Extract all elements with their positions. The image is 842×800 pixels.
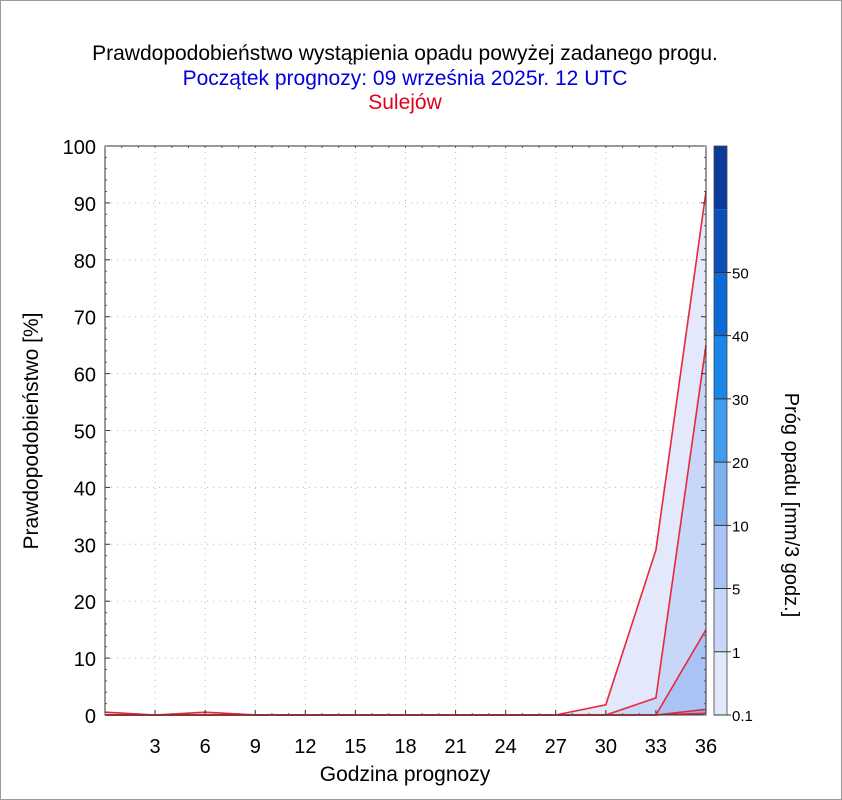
colorbar-tick-label: 10	[732, 518, 749, 535]
colorbar-tick-label: 30	[732, 392, 749, 409]
x-tick-label: 27	[545, 736, 567, 758]
x-tick-label: 30	[595, 736, 617, 758]
x-tick-label: 33	[645, 736, 667, 758]
colorbar-tick-label: 20	[732, 455, 749, 472]
colorbar-segment-0.1	[714, 651, 727, 715]
y-tick-label: 70	[74, 308, 96, 330]
colorbar-label: Próg opadu [mm/3 godz.]	[780, 393, 802, 618]
x-tick-label: 3	[150, 736, 161, 758]
colorbar-segment-20	[714, 398, 727, 463]
y-tick-label: 50	[74, 422, 96, 444]
x-tick-label: 6	[200, 736, 211, 758]
x-tick-label: 24	[495, 736, 517, 758]
y-tick-label: 30	[74, 535, 96, 557]
colorbar-tick-label: 0.1	[732, 708, 753, 725]
colorbar-segment-50	[714, 209, 727, 273]
colorbar-tick-label: 50	[732, 265, 749, 282]
x-tick-label: 18	[394, 736, 416, 758]
y-tick-label: 10	[74, 649, 96, 671]
colorbar-segment-1	[714, 588, 727, 652]
colorbar-segment-60	[714, 146, 727, 210]
colorbar-segment-5	[714, 525, 727, 589]
grid-lines	[105, 146, 706, 715]
colorbar-tick-label: 40	[732, 329, 749, 346]
x-axis-label: Godzina prognozy	[320, 763, 491, 786]
x-tick-label: 36	[695, 736, 717, 758]
colorbar-segment-40	[714, 272, 727, 336]
y-axis-label: Prawdopodobieństwo [%]	[20, 313, 43, 550]
y-tick-label: 80	[74, 251, 96, 273]
forecast-start-subtitle: Początek prognozy: 09 września 2025r. 12…	[182, 67, 628, 90]
colorbar-segment-10	[714, 462, 727, 526]
y-axis-ticks: 0 10 20 30 40 50 60 70 80 90 100	[63, 137, 706, 728]
probability-areas	[105, 191, 706, 715]
series-line-0.1	[104, 191, 707, 716]
colorbar-segment-30	[714, 335, 727, 399]
station-name: Sulejów	[368, 91, 442, 114]
x-tick-label: 21	[444, 736, 466, 758]
series-lines	[104, 191, 707, 716]
y-tick-label: 100	[63, 137, 96, 159]
colorbar-tick-label: 5	[732, 582, 740, 599]
y-tick-label: 60	[74, 365, 96, 387]
x-tick-label: 9	[250, 736, 261, 758]
colorbar: 0.1 1 5 10 20 30 40 50	[713, 145, 753, 725]
y-tick-label: 20	[74, 592, 96, 614]
area-threshold-0.1	[105, 191, 706, 715]
x-tick-label: 12	[294, 736, 316, 758]
y-tick-label: 0	[85, 706, 96, 728]
colorbar-tick-label: 1	[732, 645, 740, 662]
y-tick-label: 90	[74, 194, 96, 216]
y-tick-label: 40	[74, 478, 96, 500]
chart-title: Prawdopodobieństwo wystąpienia opadu pow…	[92, 42, 718, 65]
x-axis-ticks: 3 6 9 12 15 18 21 24 27 30 33 36	[104, 146, 717, 758]
x-tick-label: 15	[344, 736, 366, 758]
